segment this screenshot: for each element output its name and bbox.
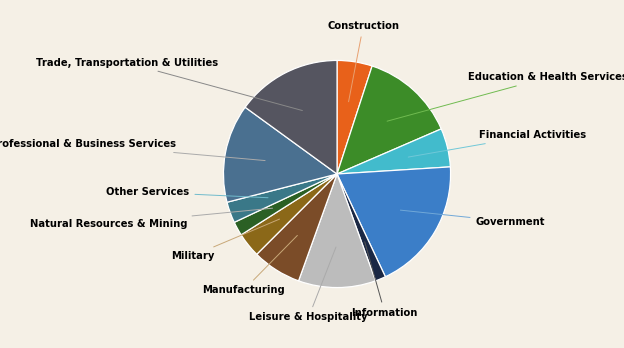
Wedge shape: [234, 174, 337, 235]
Text: Construction: Construction: [327, 21, 399, 102]
Text: Professional & Business Services: Professional & Business Services: [0, 140, 265, 160]
Wedge shape: [256, 174, 337, 281]
Text: Military: Military: [171, 219, 280, 261]
Wedge shape: [337, 61, 372, 174]
Wedge shape: [298, 174, 376, 287]
Text: Information: Information: [351, 242, 418, 317]
Text: Financial Activities: Financial Activities: [408, 130, 586, 157]
Text: Leisure & Hospitality: Leisure & Hospitality: [250, 247, 368, 322]
Text: Trade, Transportation & Utilities: Trade, Transportation & Utilities: [36, 58, 303, 111]
Wedge shape: [227, 174, 337, 222]
Text: Government: Government: [401, 210, 545, 227]
Text: Natural Resources & Mining: Natural Resources & Mining: [29, 208, 273, 229]
Wedge shape: [223, 107, 337, 202]
Wedge shape: [337, 66, 441, 174]
Wedge shape: [245, 61, 337, 174]
Wedge shape: [241, 174, 337, 254]
Text: Education & Health Services: Education & Health Services: [387, 72, 624, 121]
Text: Manufacturing: Manufacturing: [203, 236, 298, 295]
Wedge shape: [337, 174, 386, 281]
Wedge shape: [337, 129, 451, 174]
Text: Other Services: Other Services: [106, 187, 268, 198]
Wedge shape: [337, 167, 451, 277]
